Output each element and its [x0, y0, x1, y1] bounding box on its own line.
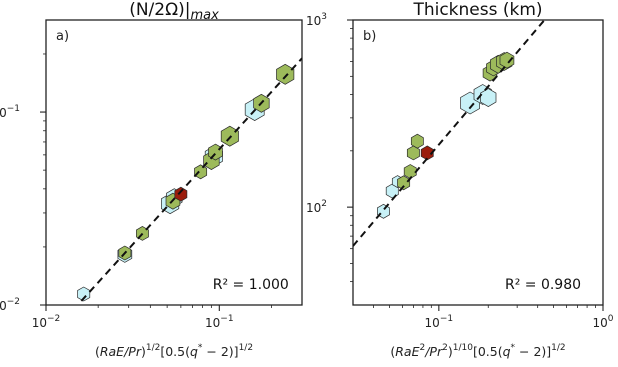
fit-line	[80, 57, 302, 302]
y-tick-label: 10−2	[0, 297, 20, 313]
fit-line	[353, 20, 546, 247]
xlabel-part: )	[448, 344, 453, 359]
panel-a: (N/2Ω)|max a) 10−2 10−1 10−2 10−1 (RaE/Pr)1/2[…	[0, 0, 303, 359]
x-tick-label: 10−1	[425, 314, 454, 330]
x-tick-exponent: −2	[47, 314, 60, 324]
y-tick-label: 102	[306, 199, 327, 215]
x-tick-exponent: −1	[220, 314, 233, 324]
data-point	[499, 51, 515, 69]
data-point	[406, 145, 420, 161]
x-tick-label: 100	[592, 314, 613, 330]
x-tick-label: 10−1	[205, 314, 234, 330]
data-point	[480, 88, 497, 108]
data-point	[410, 133, 424, 149]
xlabel-exponent: 2	[419, 343, 425, 353]
panel-title: Thickness (km)	[412, 0, 542, 20]
y-tick-label: 103	[306, 12, 327, 28]
xlabel-exponent: 1/2	[146, 343, 160, 353]
xlabel-exponent: *	[511, 343, 516, 353]
data-point	[403, 164, 417, 179]
y-tick-label: 10−1	[0, 104, 20, 120]
xlabel-part: /Pr	[424, 344, 443, 359]
xlabel-exponent: 1/2	[551, 343, 565, 353]
y-tick-exponent: 2	[321, 199, 327, 209]
panel-b: Thickness (km) b) 10−1 100 102 103 (RaE2/Pr2)1…	[306, 0, 614, 359]
xlabel-part: q	[503, 344, 511, 359]
data-points	[77, 63, 295, 302]
xlabel-part: [0.5(	[473, 344, 503, 359]
xlabel-part: RaE/Pr	[100, 344, 142, 359]
xlabel-part: RaE	[395, 344, 419, 359]
y-tick-exponent: −1	[7, 104, 20, 114]
x-tick-exponent: 0	[608, 314, 614, 324]
axes-frame	[352, 19, 604, 306]
xlabel-exponent: 1/10	[453, 343, 473, 353]
xlabel-exponent: *	[198, 343, 203, 353]
data-point	[194, 164, 208, 180]
data-point	[420, 145, 434, 161]
axes-frame	[45, 19, 303, 306]
title-subscript: max	[190, 8, 219, 23]
x-axis-label: (RaE/Pr)1/2[0.5(q* − 2)]1/2	[95, 343, 253, 359]
xlabel-part: − 2)]	[202, 344, 238, 359]
xlabel-part: q	[190, 344, 198, 359]
xlabel-exponent: 1/2	[239, 343, 253, 353]
x-tick-exponent: −1	[440, 314, 453, 324]
xlabel-part: − 2)]	[515, 344, 551, 359]
panel-label: a)	[56, 29, 69, 44]
y-tick-exponent: −2	[7, 297, 20, 307]
panel-title: (N/2Ω)|max	[129, 0, 219, 23]
r2-annotation: R² = 0.980	[505, 277, 581, 293]
xlabel-part: [0.5(	[160, 344, 190, 359]
y-tick-exponent: 3	[321, 12, 327, 22]
x-tick-label: 10−2	[32, 314, 61, 330]
xlabel-exponent: 2	[442, 343, 448, 353]
data-point	[276, 63, 295, 85]
panel-label: b)	[363, 29, 376, 44]
data-point	[174, 186, 188, 202]
r2-annotation: R² = 1.000	[213, 277, 289, 293]
x-axis-label: (RaE2/Pr2)1/10[0.5(q* − 2)]1/2	[390, 343, 565, 359]
